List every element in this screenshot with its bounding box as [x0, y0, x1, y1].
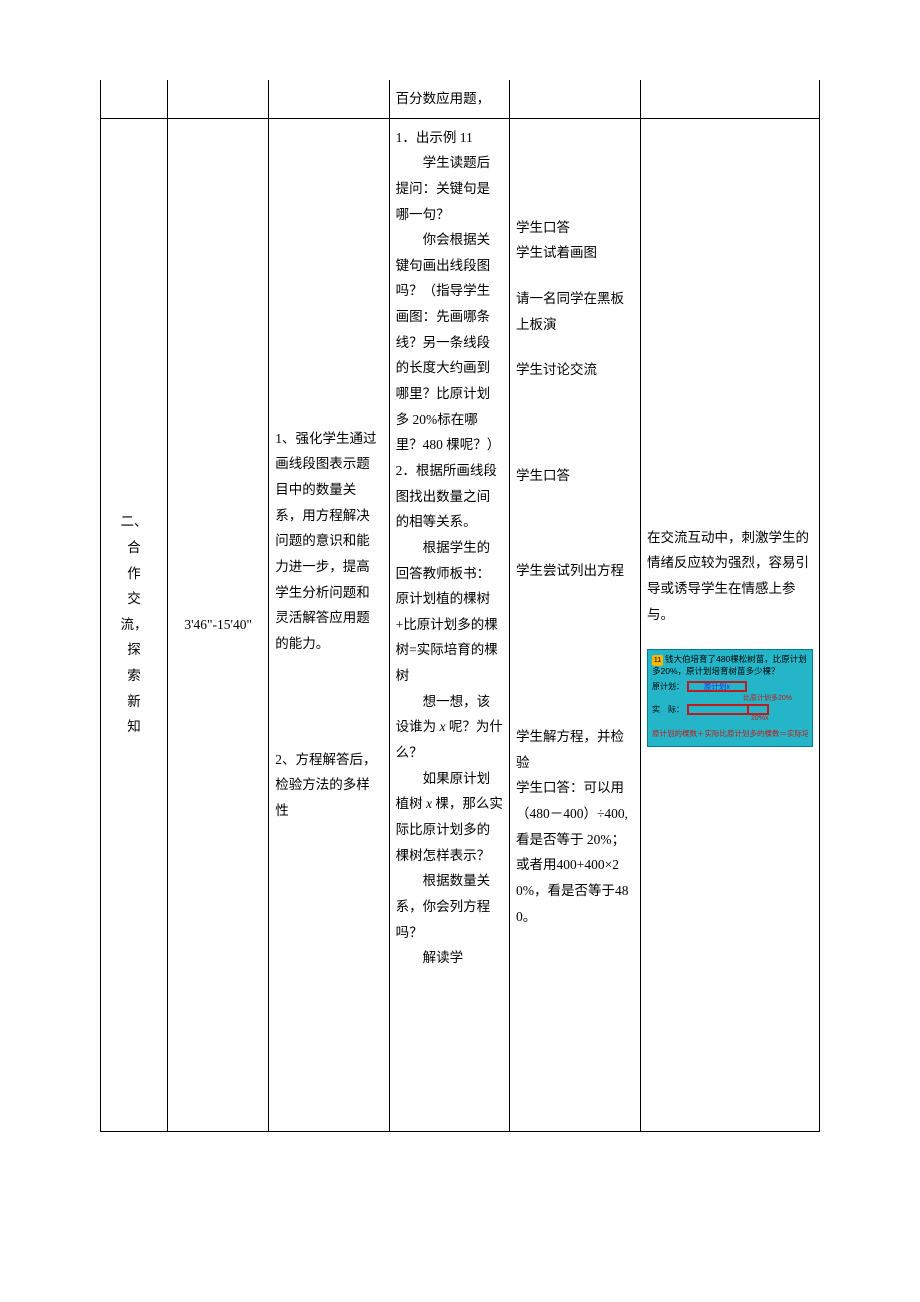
- actual-bar-main: [687, 704, 747, 715]
- diagram-actual-row: 实 际： 比原计划多20% 20%x: [652, 704, 808, 715]
- actual-label: 实 际：: [652, 704, 684, 715]
- intent-text-2: 2、方程解答后，检验方法的多样性: [275, 747, 382, 824]
- cell-time: 3'46"-15'40": [168, 118, 269, 1131]
- extra-bottom-text: 20%x: [751, 714, 769, 724]
- teacher-p6: 想一想，该设谁为 x 呢？为什么？: [396, 689, 503, 766]
- extra-top-text: 比原计划多20%: [743, 694, 792, 704]
- time-label: 3'46"-15'40": [174, 125, 262, 1125]
- teacher-p1: 1．出示例 11: [396, 125, 503, 151]
- planned-bar-text: 原计划x: [689, 682, 745, 693]
- lesson-plan-table: 百分数应用题， 二、 合 作 交 流， 探 索 新 知 3'46"-15'40"…: [100, 80, 820, 1132]
- diagram-header: 11钱大伯培育了480棵松树苗，比原计划多20%，原计划培育树苗多少棵？: [652, 654, 808, 678]
- student-p4: 学生讨论交流: [516, 357, 634, 383]
- cell-time: [168, 80, 269, 118]
- note-text: 在交流互动中，刺激学生的情绪反应较为强烈，容易引导或诱导学生在情感上参与。: [647, 525, 813, 628]
- student-p8: 学生口答：可以用（480－400）÷400,看是否等于 20%；或者用400+4…: [516, 775, 634, 929]
- diagram-header-text: 钱大伯培育了480棵松树苗，比原计划多20%，原计划培育树苗多少棵？: [652, 654, 807, 676]
- teacher-p8: 根据数量关系，你会列方程吗？: [396, 868, 503, 945]
- student-p1: 学生口答: [516, 215, 634, 241]
- teacher-p7: 如果原计划植树 x 棵，那么实际比原计划多的棵树怎样表示？: [396, 766, 503, 869]
- planned-bar: 原计划x: [687, 681, 747, 692]
- diagram-planned-row: 原计划： 原计划x: [652, 681, 808, 692]
- cell-student: [510, 80, 641, 118]
- student-p3: 请一名同学在黑板上板演: [516, 286, 634, 337]
- student-p5: 学生口答: [516, 463, 634, 489]
- example-number-icon: 11: [652, 655, 663, 666]
- teacher-p4: 2．根据所画线段图找出数量之间的相等关系。: [396, 458, 503, 535]
- cell-section: [101, 80, 168, 118]
- cell-notes: 在交流互动中，刺激学生的情绪反应较为强烈，容易引导或诱导学生在情感上参与。 11…: [641, 118, 820, 1131]
- cell-notes: [641, 80, 820, 118]
- teacher-p9: 解读学: [396, 945, 503, 971]
- table-row: 二、 合 作 交 流， 探 索 新 知 3'46"-15'40" 1、强化学生通…: [101, 118, 820, 1131]
- student-p2: 学生试着画图: [516, 240, 634, 266]
- line-segment-diagram: 11钱大伯培育了480棵松树苗，比原计划多20%，原计划培育树苗多少棵？ 原计划…: [647, 649, 813, 747]
- text: 百分数应用题，: [396, 91, 491, 106]
- teacher-p5: 根据学生的回答教师板书：原计划植的棵树+比原计划多的棵树=实际培育的棵树: [396, 535, 503, 689]
- student-p7: 学生解方程，并检验: [516, 724, 634, 775]
- cell-student: 学生口答 学生试着画图 请一名同学在黑板上板演 学生讨论交流 学生口答 学生尝试…: [510, 118, 641, 1131]
- cell-intent: 1、强化学生通过画线段图表示题目中的数量关系，用方程解决问题的意识和能力进一步，…: [269, 118, 389, 1131]
- cell-section: 二、 合 作 交 流， 探 索 新 知: [101, 118, 168, 1131]
- intent-text-1: 1、强化学生通过画线段图表示题目中的数量关系，用方程解决问题的意识和能力进一步，…: [275, 426, 382, 657]
- cell-teacher: 百分数应用题，: [389, 80, 509, 118]
- student-p6: 学生尝试列出方程: [516, 558, 634, 584]
- planned-label: 原计划：: [652, 681, 684, 692]
- cell-intent: [269, 80, 389, 118]
- section-label: 二、 合 作 交 流， 探 索 新 知: [107, 125, 161, 1125]
- teacher-p3: 你会根据关键句画出线段图吗？（指导学生画图：先画哪条线？另一条线段的长度大约画到…: [396, 227, 503, 458]
- actual-bar-extra: 比原计划多20% 20%x: [747, 704, 769, 715]
- teacher-p2: 学生读题后提问：关键句是哪一句？: [396, 150, 503, 227]
- table-row: 百分数应用题，: [101, 80, 820, 118]
- diagram-footer: 原计划的棵数＋实际比原计划多的棵数＝实际培育的棵数: [652, 729, 808, 740]
- cell-teacher: 1．出示例 11 学生读题后提问：关键句是哪一句？ 你会根据关键句画出线段图吗？…: [389, 118, 509, 1131]
